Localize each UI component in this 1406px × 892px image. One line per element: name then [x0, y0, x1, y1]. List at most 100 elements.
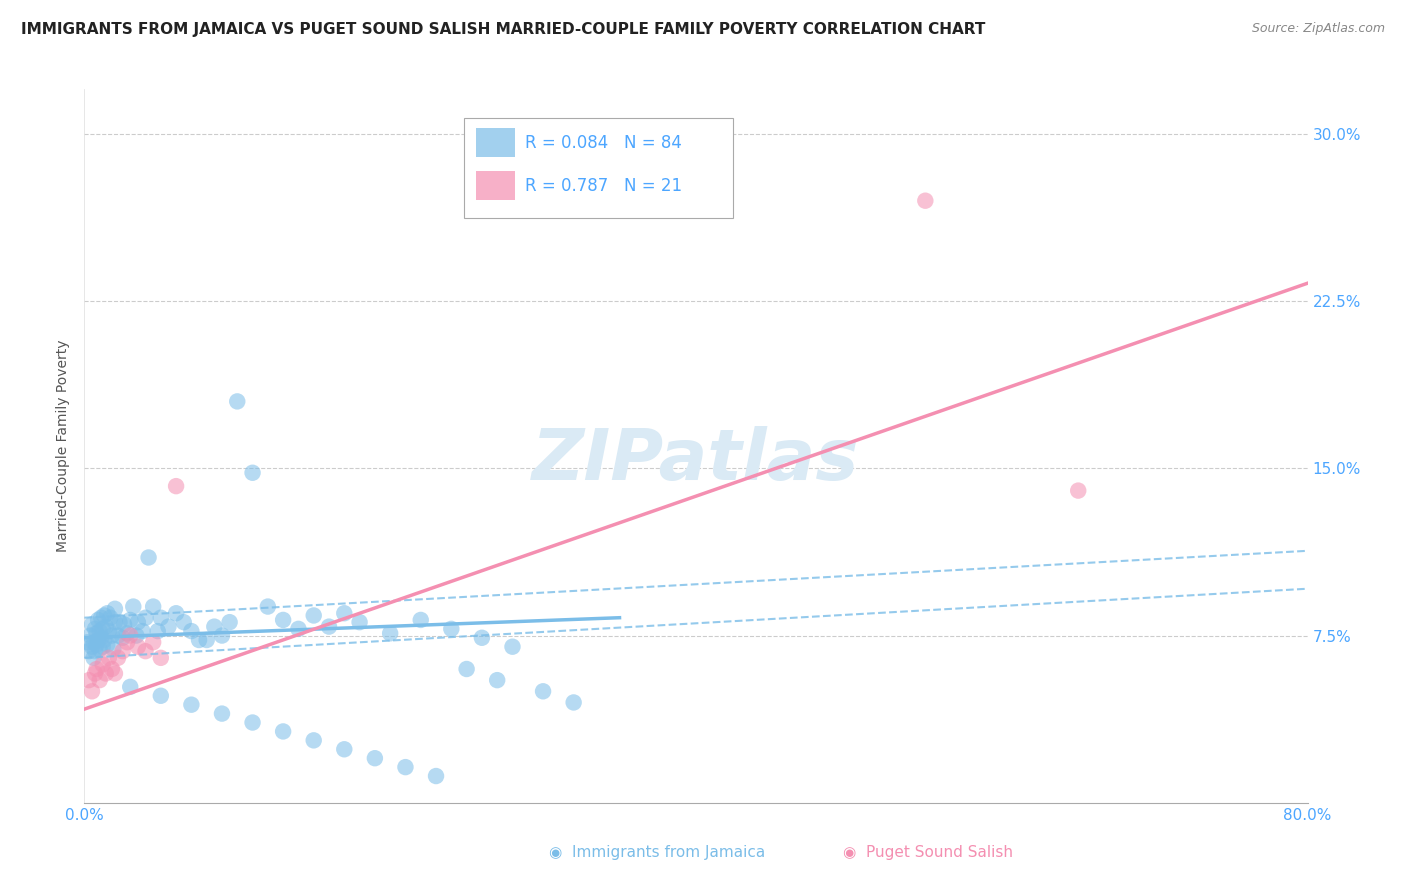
Text: ◉  Immigrants from Jamaica: ◉ Immigrants from Jamaica: [550, 846, 765, 860]
Point: [93, 633, 115, 648]
Point: [83, 635, 105, 649]
Point: [84, 644, 107, 658]
Point: [180, 624, 202, 639]
Point: [302, 733, 325, 747]
Point: [91, 657, 114, 672]
Point: [456, 662, 478, 676]
Point: [302, 608, 325, 623]
Point: [80, 640, 103, 654]
Point: [394, 760, 416, 774]
FancyBboxPatch shape: [475, 171, 515, 200]
Point: [86, 637, 108, 651]
Point: [502, 640, 524, 654]
Text: R = 0.084   N = 84: R = 0.084 N = 84: [524, 134, 682, 152]
Point: [531, 684, 554, 698]
Point: [333, 742, 356, 756]
Point: [1067, 483, 1090, 498]
Point: [271, 724, 294, 739]
Point: [89, 673, 111, 687]
Point: [257, 599, 280, 614]
Point: [135, 610, 157, 624]
Text: Source: ZipAtlas.com: Source: ZipAtlas.com: [1251, 22, 1385, 36]
Point: [173, 615, 195, 630]
Point: [93, 608, 115, 623]
Point: [104, 666, 127, 681]
Point: [211, 706, 233, 721]
Point: [101, 628, 124, 642]
Text: IMMIGRANTS FROM JAMAICA VS PUGET SOUND SALISH MARRIED-COUPLE FAMILY POVERTY CORR: IMMIGRANTS FROM JAMAICA VS PUGET SOUND S…: [21, 22, 986, 37]
Point: [76, 635, 98, 649]
Point: [84, 622, 107, 636]
Point: [180, 698, 202, 712]
Point: [91, 640, 114, 654]
Point: [120, 628, 142, 642]
Point: [94, 619, 117, 633]
Point: [87, 633, 110, 648]
Point: [107, 628, 129, 642]
Point: [242, 715, 264, 730]
Text: ZIPatlas: ZIPatlas: [533, 425, 859, 495]
Point: [138, 550, 160, 565]
Point: [107, 651, 129, 665]
Point: [425, 769, 447, 783]
Point: [195, 633, 218, 648]
Point: [96, 607, 118, 621]
Point: [97, 624, 120, 639]
Point: [149, 610, 172, 624]
Point: [471, 631, 494, 645]
Point: [349, 615, 371, 630]
Point: [103, 642, 125, 657]
Point: [142, 635, 165, 649]
Point: [226, 394, 249, 409]
Point: [157, 619, 180, 633]
Point: [86, 626, 108, 640]
Point: [115, 626, 138, 640]
Point: [409, 613, 432, 627]
Point: [364, 751, 387, 765]
Point: [83, 651, 105, 665]
Point: [77, 644, 100, 658]
Point: [125, 628, 148, 642]
Point: [486, 673, 509, 687]
Point: [914, 194, 936, 208]
Point: [120, 680, 142, 694]
Point: [127, 640, 149, 654]
Point: [165, 607, 187, 621]
Point: [165, 479, 187, 493]
Point: [91, 622, 114, 636]
Point: [562, 696, 585, 710]
Point: [90, 631, 112, 645]
Text: ◉  Puget Sound Salish: ◉ Puget Sound Salish: [842, 846, 1012, 860]
Point: [90, 610, 112, 624]
Point: [104, 615, 127, 630]
Point: [80, 684, 103, 698]
Point: [80, 617, 103, 632]
Point: [127, 615, 149, 630]
Point: [188, 633, 211, 648]
Y-axis label: Married-Couple Family Poverty: Married-Couple Family Poverty: [56, 340, 70, 552]
Point: [218, 615, 240, 630]
Point: [87, 613, 110, 627]
Point: [112, 617, 135, 632]
Point: [149, 689, 172, 703]
Point: [98, 610, 121, 624]
Point: [146, 624, 169, 639]
Point: [111, 631, 134, 645]
FancyBboxPatch shape: [475, 128, 515, 157]
Point: [142, 599, 165, 614]
Point: [115, 635, 138, 649]
Point: [108, 615, 131, 630]
Point: [89, 642, 111, 657]
Point: [79, 628, 101, 642]
Point: [202, 619, 225, 633]
Point: [122, 599, 145, 614]
Point: [211, 628, 233, 642]
Point: [242, 466, 264, 480]
Point: [271, 613, 294, 627]
Point: [86, 662, 108, 676]
Point: [287, 622, 309, 636]
Point: [131, 624, 153, 639]
Point: [94, 666, 117, 681]
Point: [104, 602, 127, 616]
Text: R = 0.787   N = 21: R = 0.787 N = 21: [524, 177, 682, 194]
